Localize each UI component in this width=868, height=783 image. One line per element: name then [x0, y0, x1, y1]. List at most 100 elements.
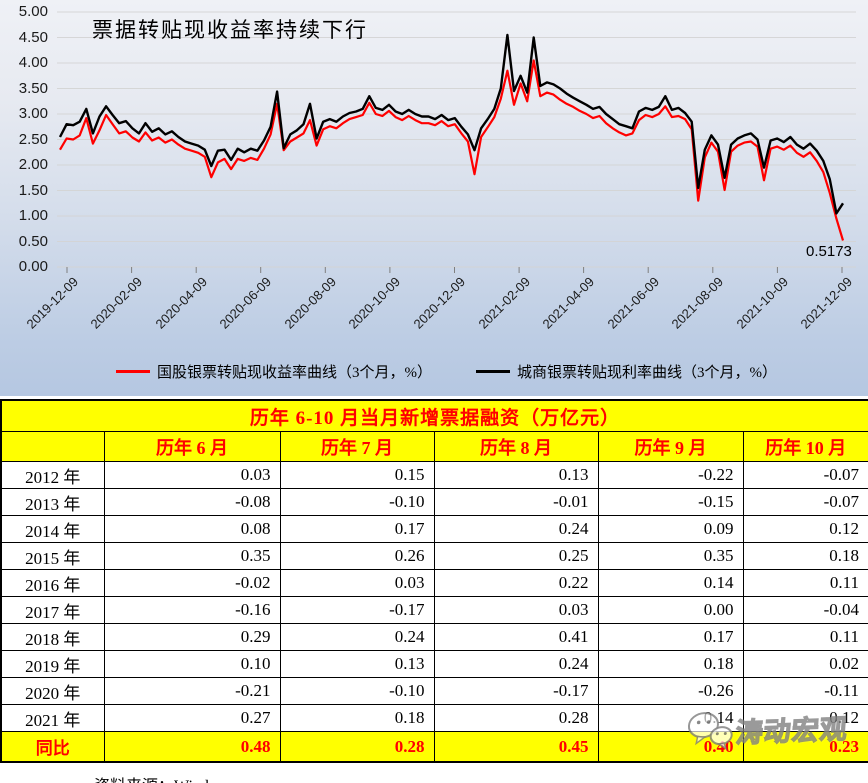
value-cell: 0.09	[597, 515, 744, 543]
value-cell: 0.48	[103, 731, 281, 763]
chart-plot-area	[57, 11, 856, 273]
value-cell: -0.01	[433, 488, 599, 516]
value-cell: 0.27	[103, 704, 281, 732]
y-axis-label: 2.00	[18, 156, 48, 173]
value-cell: 0.28	[433, 704, 599, 732]
chart-title: 票据转贴现收益率持续下行	[92, 18, 368, 42]
value-cell: -0.17	[279, 596, 435, 624]
table-header-month: 历年 9 月	[597, 431, 744, 462]
value-cell: 0.28	[279, 731, 435, 763]
y-axis-label: 0.50	[18, 232, 48, 250]
value-cell: -0.17	[433, 677, 599, 705]
y-axis-label: 3.00	[18, 105, 48, 122]
value-cell: 0.18	[279, 704, 435, 732]
row-label: 2019 年	[0, 650, 105, 678]
value-cell: -0.07	[742, 461, 868, 489]
value-cell: 0.03	[433, 596, 599, 624]
table-row: 2021 年 0.27 0.18 0.28 0.14 0.12	[0, 704, 868, 732]
black-line-swatch-icon	[476, 370, 510, 373]
value-cell: -0.22	[597, 461, 744, 489]
value-cell: 0.24	[433, 650, 599, 678]
row-label: 2021 年	[0, 704, 105, 732]
value-cell: -0.08	[103, 488, 281, 516]
table-header-month: 历年 6 月	[103, 431, 281, 462]
legend-label-guogu: 国股银票转贴现收益率曲线（3个月，%）	[157, 365, 432, 381]
value-cell: 0.03	[103, 461, 281, 489]
table-header-month: 历年 8 月	[433, 431, 599, 462]
row-label: 2017 年	[0, 596, 105, 624]
value-cell: 0.15	[279, 461, 435, 489]
series-line-black	[58, 33, 845, 215]
table-header-row: 历年 6 月历年 7 月历年 8 月历年 9 月历年 10 月	[0, 431, 868, 462]
value-cell: -0.11	[742, 677, 868, 705]
y-axis-label: 5.00	[18, 3, 48, 20]
y-axis-label: 2.50	[18, 130, 48, 148]
row-label: 2014 年	[0, 515, 105, 543]
value-cell: 0.25	[433, 542, 599, 570]
table-row: 2012 年 0.03 0.15 0.13 -0.22 -0.07	[0, 461, 868, 489]
value-cell: 0.02	[742, 650, 868, 678]
value-cell: -0.15	[597, 488, 744, 516]
table-row: 2015 年 0.35 0.26 0.25 0.35 0.18	[0, 542, 868, 570]
value-cell: 0.24	[279, 623, 435, 651]
value-cell: 0.00	[597, 596, 744, 624]
value-cell: 0.23	[742, 731, 868, 763]
yield-chart: 票据转贴现收益率持续下行 5.00 4.50 4.00 3.50 3.00 2.50 2.0…	[0, 0, 868, 396]
table-row: 2013 年 -0.08 -0.10 -0.01 -0.15 -0.07	[0, 488, 868, 516]
table-title-row: 历年 6-10 月当月新增票据融资（万亿元）	[0, 399, 868, 432]
value-cell: 0.14	[597, 569, 744, 597]
table-header-month: 历年 10 月	[742, 431, 868, 462]
y-axis-label: 1.00	[18, 207, 48, 224]
value-cell: 0.40	[597, 731, 744, 763]
value-cell: 0.35	[597, 542, 744, 570]
value-cell: 0.08	[103, 515, 281, 543]
legend-item-chengshang: 城商银票转贴现利率曲线（3个月，%）	[476, 361, 777, 382]
y-axis-label: 1.50	[18, 181, 48, 199]
value-cell: 0.11	[742, 569, 868, 597]
y-axis-label: 0.00	[18, 258, 48, 275]
value-cell: 0.26	[279, 542, 435, 570]
value-cell: -0.26	[597, 677, 744, 705]
table-row: 2016 年 -0.02 0.03 0.22 0.14 0.11	[0, 569, 868, 597]
value-cell: 0.11	[742, 623, 868, 651]
value-cell: 0.10	[103, 650, 281, 678]
y-axis-label: 4.50	[18, 28, 48, 46]
table-row: 2020 年 -0.21 -0.10 -0.17 -0.26 -0.11	[0, 677, 868, 705]
value-cell: 0.17	[597, 623, 744, 651]
table-title: 历年 6-10 月当月新增票据融资（万亿元）	[0, 399, 868, 432]
value-cell: -0.16	[103, 596, 281, 624]
value-cell: -0.02	[103, 569, 281, 597]
value-cell: 0.41	[433, 623, 599, 651]
value-cell: 0.22	[433, 569, 599, 597]
y-axis-label: 3.50	[18, 79, 48, 97]
table-header-month: 历年 7 月	[279, 431, 435, 462]
row-label: 2020 年	[0, 677, 105, 705]
value-cell: 0.12	[742, 704, 868, 732]
value-cell: 0.12	[742, 515, 868, 543]
table-header-empty	[0, 431, 105, 462]
red-line-swatch-icon	[116, 370, 150, 373]
table-row: 2014 年 0.08 0.17 0.24 0.09 0.12	[0, 515, 868, 543]
value-cell: 0.14	[597, 704, 744, 732]
value-cell: 0.35	[103, 542, 281, 570]
table-row: 2018 年 0.29 0.24 0.41 0.17 0.11	[0, 623, 868, 651]
value-cell: 0.18	[742, 542, 868, 570]
value-cell: 0.45	[433, 731, 599, 763]
row-label: 同比	[0, 731, 105, 763]
value-cell: -0.07	[742, 488, 868, 516]
table-row-yoy: 同比 0.48 0.28 0.45 0.40 0.23	[0, 731, 868, 763]
financing-table: 历年 6-10 月当月新增票据融资（万亿元） 历年 6 月历年 7 月历年 8 …	[0, 399, 868, 763]
value-cell: 0.18	[597, 650, 744, 678]
table-row: 2019 年 0.10 0.13 0.24 0.18 0.02	[0, 650, 868, 678]
value-cell: -0.04	[742, 596, 868, 624]
legend-label-chengshang: 城商银票转贴现利率曲线（3个月，%）	[517, 365, 777, 381]
row-label: 2012 年	[0, 461, 105, 489]
value-cell: 0.03	[279, 569, 435, 597]
row-label: 2018 年	[0, 623, 105, 651]
value-cell: 0.24	[433, 515, 599, 543]
value-cell: 0.13	[433, 461, 599, 489]
value-cell: -0.21	[103, 677, 281, 705]
legend-item-guogu: 国股银票转贴现收益率曲线（3个月，%）	[116, 361, 432, 382]
row-label: 2016 年	[0, 569, 105, 597]
table-row: 2017 年 -0.16 -0.17 0.03 0.00 -0.04	[0, 596, 868, 624]
